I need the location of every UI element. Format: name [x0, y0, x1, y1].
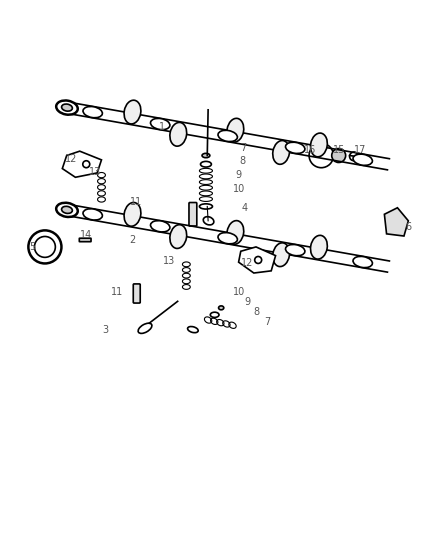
Text: 8: 8	[240, 156, 246, 166]
Text: 7: 7	[240, 143, 246, 153]
Circle shape	[309, 143, 333, 168]
Text: 1: 1	[159, 122, 166, 132]
Ellipse shape	[187, 327, 198, 333]
Ellipse shape	[151, 118, 170, 130]
Ellipse shape	[201, 161, 212, 167]
Ellipse shape	[311, 133, 327, 157]
Ellipse shape	[56, 203, 78, 217]
Ellipse shape	[286, 142, 305, 154]
Polygon shape	[239, 247, 276, 273]
Text: 13: 13	[89, 167, 101, 176]
Ellipse shape	[199, 204, 212, 209]
Ellipse shape	[151, 221, 170, 232]
Ellipse shape	[210, 312, 219, 318]
Ellipse shape	[202, 154, 210, 158]
Text: 16: 16	[304, 145, 317, 155]
Ellipse shape	[62, 104, 72, 111]
Ellipse shape	[227, 221, 244, 244]
Ellipse shape	[311, 236, 327, 259]
Ellipse shape	[138, 323, 152, 334]
Text: 5: 5	[29, 242, 35, 252]
FancyBboxPatch shape	[189, 203, 197, 226]
Text: 13: 13	[163, 256, 175, 266]
Ellipse shape	[273, 141, 290, 164]
Ellipse shape	[218, 130, 237, 142]
Text: 10: 10	[233, 287, 245, 297]
Text: 15: 15	[332, 145, 345, 155]
Text: 10: 10	[233, 184, 245, 194]
Text: 17: 17	[354, 145, 367, 155]
Ellipse shape	[218, 232, 237, 244]
Circle shape	[254, 256, 261, 263]
Text: 7: 7	[264, 317, 270, 327]
Ellipse shape	[227, 118, 244, 142]
Polygon shape	[385, 208, 408, 236]
Circle shape	[332, 149, 346, 163]
Circle shape	[83, 161, 90, 168]
Text: 6: 6	[405, 222, 411, 232]
Text: 11: 11	[130, 197, 142, 207]
FancyBboxPatch shape	[79, 238, 91, 241]
Ellipse shape	[170, 225, 187, 248]
Text: 3: 3	[103, 325, 109, 335]
Text: 12: 12	[241, 258, 254, 268]
Ellipse shape	[83, 209, 102, 220]
Ellipse shape	[124, 203, 141, 226]
Ellipse shape	[353, 256, 372, 268]
Text: 12: 12	[65, 154, 77, 164]
Ellipse shape	[170, 123, 187, 146]
Ellipse shape	[203, 217, 214, 225]
Polygon shape	[62, 151, 102, 177]
Ellipse shape	[219, 306, 224, 310]
Text: 11: 11	[111, 287, 123, 297]
Text: 9: 9	[244, 297, 251, 307]
Text: 4: 4	[242, 203, 248, 213]
Ellipse shape	[353, 154, 372, 165]
Ellipse shape	[62, 206, 72, 213]
Ellipse shape	[124, 100, 141, 124]
Text: 2: 2	[129, 236, 135, 245]
Text: 9: 9	[236, 170, 242, 180]
Ellipse shape	[56, 101, 78, 115]
Ellipse shape	[83, 107, 102, 118]
Ellipse shape	[286, 245, 305, 256]
Text: 8: 8	[253, 307, 259, 317]
Ellipse shape	[273, 243, 290, 266]
Text: 14: 14	[80, 230, 92, 240]
FancyBboxPatch shape	[133, 284, 140, 303]
Circle shape	[350, 152, 358, 161]
